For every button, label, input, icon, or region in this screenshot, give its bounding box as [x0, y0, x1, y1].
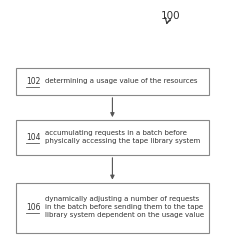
- Text: 100: 100: [161, 11, 181, 21]
- Text: 104: 104: [26, 133, 40, 142]
- FancyBboxPatch shape: [16, 120, 209, 155]
- Text: accumulating requests in a batch before
physically accessing the tape library sy: accumulating requests in a batch before …: [45, 130, 200, 144]
- FancyBboxPatch shape: [16, 68, 209, 95]
- Text: 106: 106: [26, 203, 40, 212]
- Text: 102: 102: [26, 77, 40, 86]
- Text: determining a usage value of the resources: determining a usage value of the resourc…: [45, 78, 197, 84]
- Text: dynamically adjusting a number of requests
in the batch before sending them to t: dynamically adjusting a number of reques…: [45, 196, 204, 218]
- FancyBboxPatch shape: [16, 182, 209, 232]
